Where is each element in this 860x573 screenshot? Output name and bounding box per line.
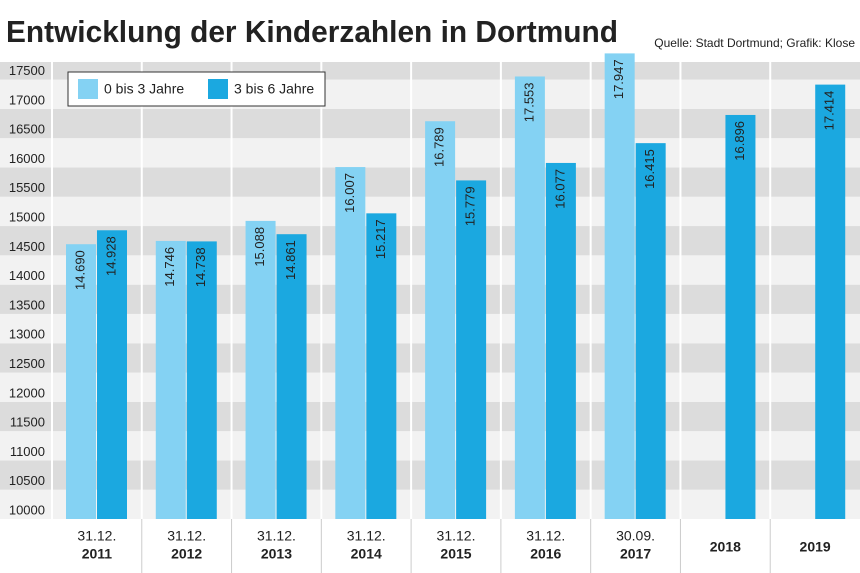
value-label: 14.738 <box>193 247 208 287</box>
legend-swatch <box>208 79 228 99</box>
x-tick-label: 31.12. <box>77 528 116 544</box>
bar <box>335 167 366 520</box>
value-label: 16.896 <box>732 121 747 161</box>
value-label: 16.415 <box>642 149 657 189</box>
x-tick-label: 2016 <box>530 546 561 562</box>
value-label: 17.414 <box>822 91 837 131</box>
value-label: 14.690 <box>72 250 87 290</box>
chart-title: Entwicklung der Kinderzahlen in Dortmund <box>6 14 618 49</box>
bar <box>425 121 456 520</box>
x-label-area <box>0 519 860 573</box>
x-tick-label: 2011 <box>82 546 113 562</box>
bar <box>604 53 635 520</box>
value-label: 15.088 <box>252 227 267 267</box>
value-label: 16.007 <box>342 173 357 213</box>
bar <box>186 241 217 519</box>
x-tick-label: 2013 <box>261 546 292 562</box>
y-tick-label: 14500 <box>9 239 45 254</box>
value-label: 14.928 <box>103 236 118 276</box>
bar <box>66 244 96 519</box>
value-label: 17.553 <box>521 82 536 122</box>
legend-label: 0 bis 3 Jahre <box>104 81 184 97</box>
x-tick-label: 31.12. <box>257 528 296 544</box>
y-tick-label: 17000 <box>9 92 45 107</box>
y-tick-label: 16500 <box>9 122 45 137</box>
x-tick-label: 31.12. <box>347 528 386 544</box>
bar <box>815 84 846 520</box>
legend-swatch <box>78 79 98 99</box>
y-tick-label: 13000 <box>9 327 45 342</box>
value-label: 14.861 <box>283 240 298 280</box>
y-tick-label: 13500 <box>9 297 45 312</box>
x-tick-label: 31.12. <box>167 528 206 544</box>
x-tick-label: 31.12. <box>437 528 476 544</box>
y-tick-label: 17500 <box>9 63 45 78</box>
y-tick-label: 14000 <box>9 268 45 283</box>
x-tick-label: 2014 <box>351 546 382 562</box>
y-tick-label: 11500 <box>10 415 45 430</box>
bar <box>276 234 307 519</box>
y-tick-label: 15000 <box>9 209 45 224</box>
bar <box>725 114 756 520</box>
y-tick-label: 15500 <box>9 180 45 195</box>
bar <box>366 213 397 519</box>
bar <box>635 143 666 519</box>
value-label: 16.077 <box>552 169 567 209</box>
x-tick-label: 2018 <box>710 539 741 555</box>
y-tick-label: 10500 <box>9 473 45 488</box>
legend-label: 3 bis 6 Jahre <box>234 81 314 97</box>
value-label: 16.789 <box>432 127 447 167</box>
legend-box <box>67 71 326 107</box>
bar <box>514 76 545 519</box>
x-tick-label: 2017 <box>620 546 651 562</box>
bar <box>155 240 186 519</box>
y-tick-label: 16000 <box>9 151 45 166</box>
value-label: 17.947 <box>611 59 626 99</box>
bar <box>456 180 487 520</box>
x-tick-label: 2012 <box>171 546 202 562</box>
value-label: 14.746 <box>162 247 177 287</box>
x-tick-label: 2015 <box>440 546 471 562</box>
y-tick-label: 10000 <box>9 502 45 517</box>
value-label: 15.779 <box>463 186 478 226</box>
bar <box>97 230 127 519</box>
chart-subtitle: Quelle: Stadt Dortmund; Grafik: Klose <box>654 36 855 50</box>
bar <box>545 162 576 519</box>
x-tick-label: 2019 <box>800 539 831 555</box>
bar <box>245 220 276 519</box>
y-tick-label: 11000 <box>10 444 45 459</box>
value-label: 15.217 <box>373 219 388 259</box>
x-tick-label: 31.12. <box>526 528 565 544</box>
y-tick-label: 12000 <box>9 385 45 400</box>
x-tick-label: 30.09. <box>616 528 655 544</box>
y-tick-label: 12500 <box>9 356 45 371</box>
